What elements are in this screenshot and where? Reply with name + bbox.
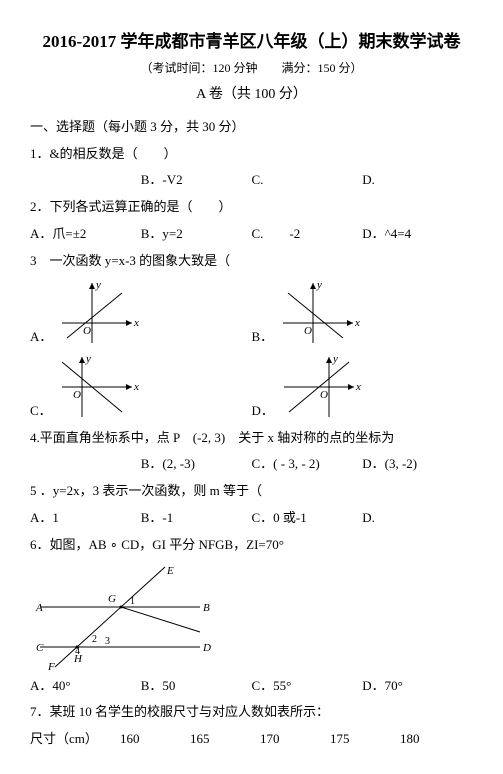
q2-opt-a: A．爪=±2 [30,224,141,245]
svg-text:x: x [133,381,139,393]
q6-opt-a: A．40° [30,676,141,697]
q6-angle-3: 3 [105,636,110,647]
q6-angle-1: 1 [130,596,135,607]
svg-text:y: y [85,353,91,365]
q3-graph-b: x y O [273,278,363,348]
q7-size-1: 165 [190,729,260,750]
svg-text:O: O [320,389,328,401]
q4-opt-c: C．( - 3, - 2) [252,454,363,475]
q5-opt-b: B．-1 [141,508,252,529]
svg-text:y: y [95,279,101,291]
q5-opt-a: A．1 [30,508,141,529]
q2-opt-b: B．y=2 [141,224,252,245]
volume-header: A 卷（共 100 分） [30,84,473,106]
q2-opt-c: C. -2 [252,224,363,245]
svg-text:x: x [354,317,360,329]
q7-table-row: 尺寸（cm） 160 165 170 175 180 [30,729,473,750]
q6-opt-c: C．55° [252,676,363,697]
svg-text:O: O [73,389,81,401]
svg-text:x: x [133,317,139,329]
q7-size-0: 160 [120,729,190,750]
q7-size-3: 175 [330,729,400,750]
q6-opt-b: B．50 [141,676,252,697]
q1-opt-b: B．-V2 [141,170,252,191]
q3-graph-d: x y O [274,352,364,422]
q2-opt-d: D．^4=4 [362,224,473,245]
q4-stem: 4.平面直角坐标系中，点 P (-2, 3) 关于 x 轴对称的点的坐标为 [30,428,473,449]
exam-title: 2016-2017 学年成都市青羊区八年级（上）期末数学试卷 [30,28,473,55]
q6-angle-2: 2 [92,634,97,645]
q4-opt-d: D．(3, -2) [362,454,473,475]
q7-row-label: 尺寸（cm） [30,729,120,750]
q6-label-e: E [166,565,174,577]
q5-opt-c: C．0 或-1 [252,508,363,529]
svg-text:x: x [355,381,361,393]
q4-opt-a [30,454,141,475]
q3-opt-a-label: A． [30,327,52,348]
q4-opt-b: B．(2, -3) [141,454,252,475]
svg-text:y: y [332,353,338,365]
q1-stem: 1．&的相反数是（ ） [30,144,473,165]
q5-opt-d: D. [362,508,473,529]
exam-info: （考试时间：120 分钟 满分：150 分） [30,59,473,78]
q3-graph-a: x y O [52,278,142,348]
q3-stem: 3 一次函数 y=x-3 的图象大致是（ [30,251,473,272]
q6-opt-d: D．70° [362,676,473,697]
q6-label-b: B [203,602,210,614]
q6-label-f: F [47,661,55,672]
q3-opt-b-label: B． [252,327,274,348]
q7-stem: 7．某班 10 名学生的校服尺寸与对应人数如表所示： [30,702,473,723]
q2-stem: 2．下列各式运算正确的是（ ） [30,197,473,218]
section-1-header: 一、选择题（每小题 3 分，共 30 分） [30,117,473,138]
svg-text:O: O [304,325,312,337]
q5-stem: 5 ．y=2x，3 表示一次函数，则 m 等于（ [30,481,473,502]
q6-label-g: G [108,593,116,605]
q1-opt-c: C. [252,170,363,191]
q1-opt-d: D. [362,170,473,191]
svg-text:y: y [316,279,322,291]
svg-text:O: O [83,325,91,337]
q7-size-2: 170 [260,729,330,750]
q3-opt-c-label: C． [30,401,52,422]
q3-opt-d-label: D． [252,401,274,422]
q1-opt-a [30,170,141,191]
q6-stem: 6．如图，AB ∘ CD，GI 平分 NFGB，ZI=70° [30,535,473,556]
q6-label-c: C [36,642,44,654]
q7-size-4: 180 [400,729,470,750]
q6-label-d: D [202,642,211,654]
q6-label-a: A [35,602,43,614]
q6-figure: A B C D E F G H 1 2 3 4 [30,562,473,672]
q3-graph-c: x y O [52,352,142,422]
